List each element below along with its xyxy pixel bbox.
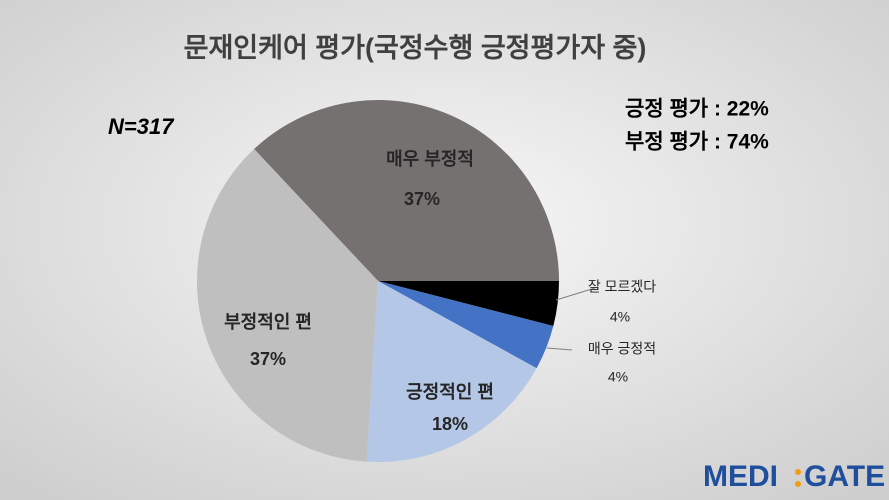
logo-right: GATE	[804, 460, 885, 493]
value-label: 18%	[432, 414, 468, 434]
sample-size: N=317	[108, 114, 175, 139]
pie-slice	[196, 149, 378, 462]
summary-negative: 부정 평가 : 74%	[625, 131, 769, 154]
pie-slice	[378, 281, 554, 369]
logo-left: MEDI	[703, 460, 778, 493]
pie-slice	[366, 281, 537, 462]
pie-slice	[254, 99, 559, 281]
slice-label: 매우 부정적	[386, 149, 474, 169]
logo-dot	[795, 469, 801, 475]
leader-line	[546, 347, 573, 351]
pie-slice	[378, 281, 559, 327]
value-label: 4%	[610, 309, 630, 325]
value-label: 4%	[608, 369, 628, 385]
slice-label: 긍정적인 편	[406, 382, 494, 402]
slice-label: 잘 모르겠다	[588, 279, 656, 295]
leader-line	[555, 287, 596, 301]
chart-title: 문재인케어 평가(국정수행 긍정평가자 중)	[184, 33, 647, 63]
value-label: 37%	[250, 349, 286, 369]
slice-label: 매우 긍정적	[588, 341, 656, 357]
value-label: 37%	[404, 189, 440, 209]
logo-dot	[795, 481, 801, 487]
summary-positive: 긍정 평가 : 22%	[625, 98, 769, 121]
slice-label: 부정적인 편	[224, 312, 312, 332]
